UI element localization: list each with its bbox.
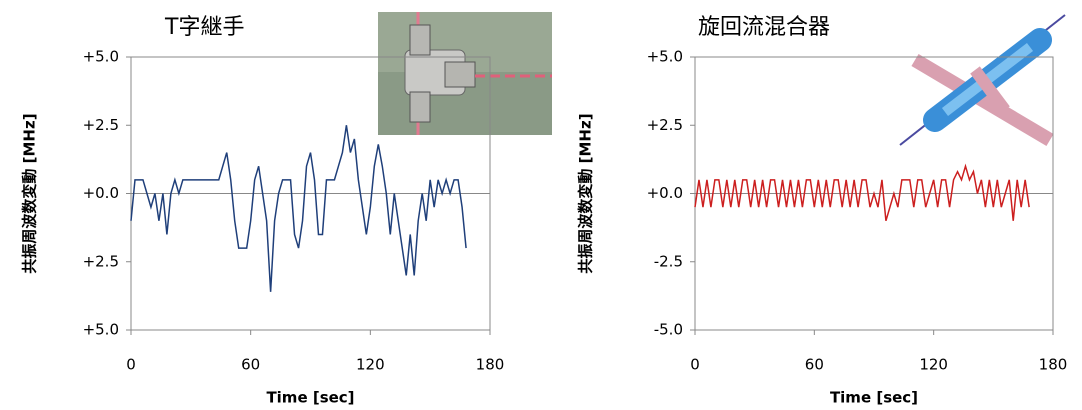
y-axis-title: 共振周波数変動 [MHz] (21, 113, 39, 273)
y-tick-label: +2.5 (647, 116, 683, 134)
photo-t-joint (378, 12, 552, 135)
chart: T字継手共振周波数変動 [MHz] Time [sec] +5.0 +2.5 +0.0 +… (0, 0, 1082, 410)
y-tick-label: +5.0 (83, 321, 119, 339)
y-axis-title: 共振周波数変動 [MHz] (577, 113, 595, 273)
mixer-diagram (900, 15, 1065, 145)
y-tick-label: +0.0 (83, 184, 119, 202)
y-tick-label: -5.0 (654, 321, 683, 339)
x-axis-title: Time [sec] (830, 389, 918, 407)
chart-title: 旋回流混合器 (698, 15, 830, 40)
y-tick-label: +0.0 (647, 184, 683, 202)
x-tick-label: 0 (126, 356, 136, 374)
y-tick-label: +2.5 (83, 116, 119, 134)
x-tick-label: 60 (241, 356, 260, 374)
chart-title: T字継手 (164, 15, 244, 40)
x-tick-label: 0 (690, 356, 700, 374)
y-tick-label: +5.0 (83, 48, 119, 66)
x-tick-label: 120 (919, 356, 948, 374)
x-axis-title: Time [sec] (266, 389, 354, 407)
x-tick-label: 180 (476, 356, 505, 374)
x-tick-label: 120 (356, 356, 385, 374)
y-tick-label: +5.0 (647, 48, 683, 66)
x-tick-label: 180 (1039, 356, 1068, 374)
y-tick-label: +2.5 (83, 252, 119, 270)
x-tick-label: 60 (805, 356, 824, 374)
data-line (131, 125, 466, 292)
y-tick-label: -2.5 (654, 252, 683, 270)
